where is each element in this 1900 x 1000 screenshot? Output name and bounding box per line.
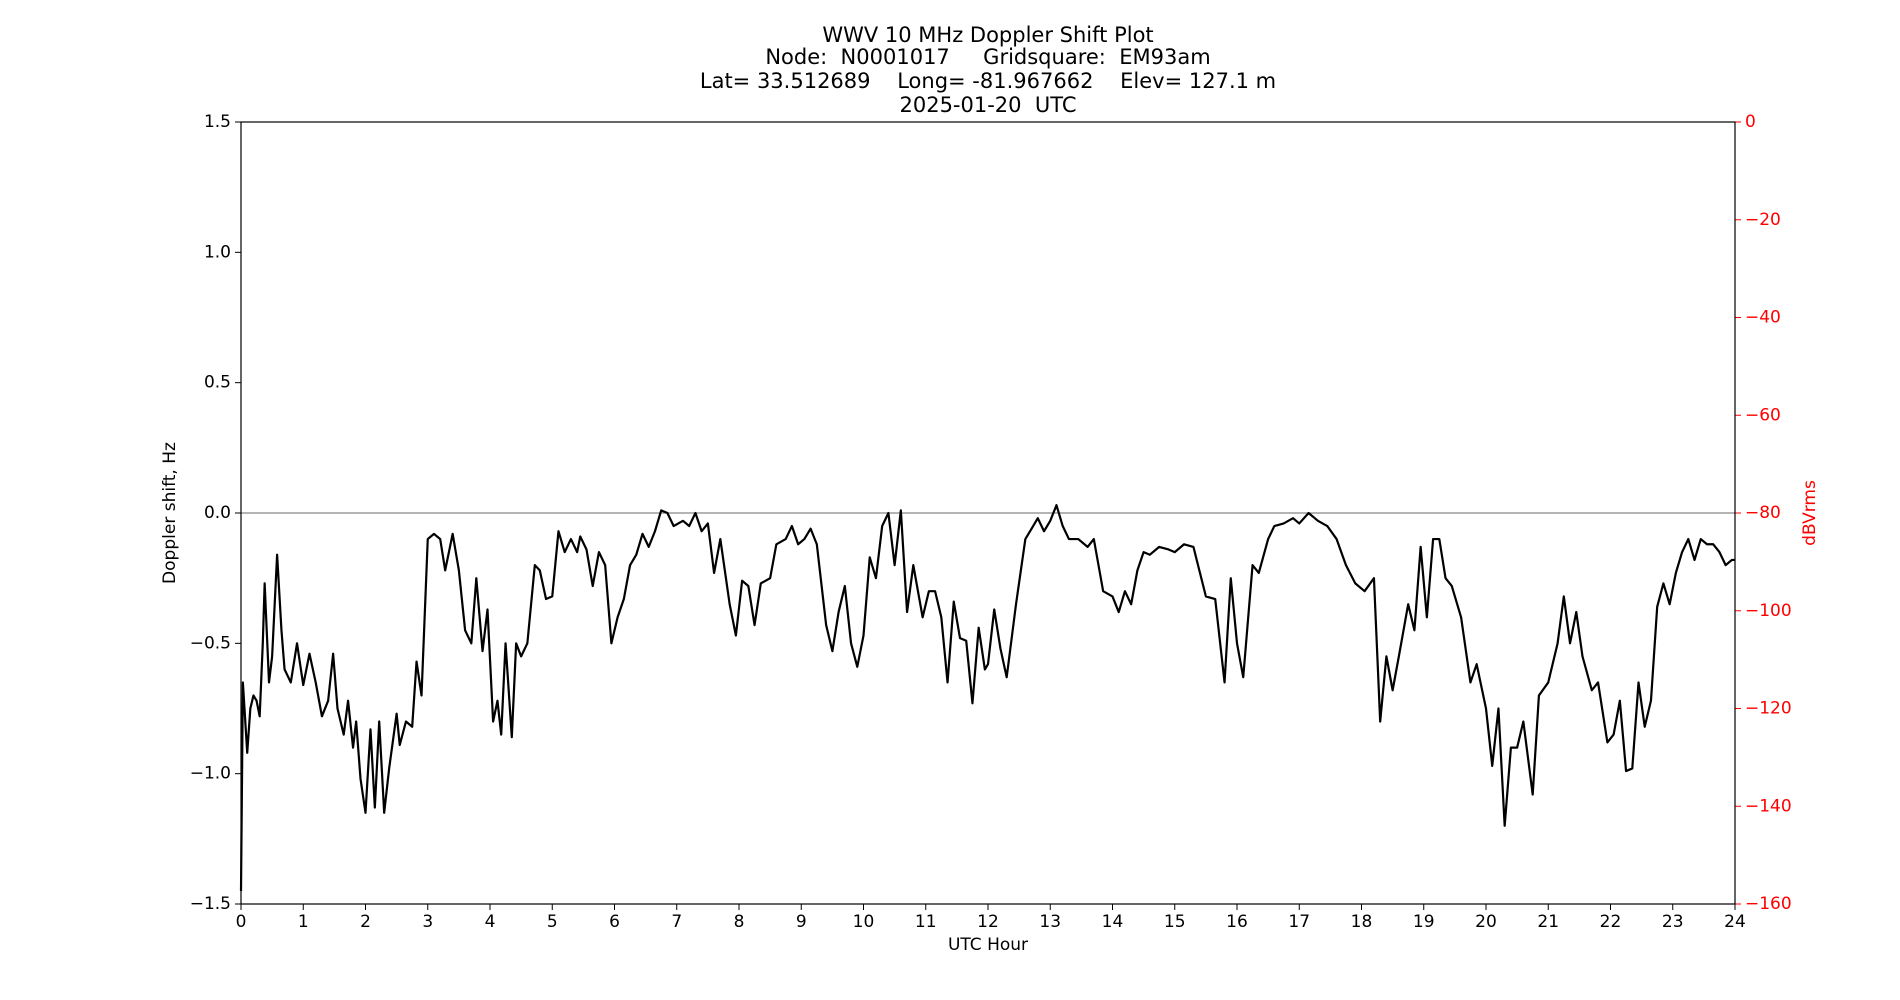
x-tick-label: 21: [1537, 912, 1559, 932]
y2-tick-label: −40: [1745, 308, 1781, 328]
x-tick-label: 13: [1039, 912, 1061, 932]
chart-title: WWV 10 MHz Doppler Shift Plot: [822, 23, 1153, 47]
y-tick-label: −1.0: [190, 764, 231, 784]
x-tick-label: 18: [1351, 912, 1373, 932]
x-tick-label: 4: [485, 912, 496, 932]
y2-tick-label: −60: [1745, 405, 1781, 425]
x-tick-label: 5: [547, 912, 558, 932]
x-tick-label: 10: [853, 912, 875, 932]
plot-frame: [240, 121, 1736, 905]
y-axis-label: Doppler shift, Hz: [160, 442, 180, 584]
y2-tick-label: −20: [1745, 210, 1781, 230]
y2-tick-label: −120: [1745, 699, 1792, 719]
subtitle: 2025-01-20 UTC: [899, 93, 1076, 117]
y2-tick-label: 0: [1745, 112, 1756, 132]
y2-tick-label: −140: [1745, 796, 1792, 816]
y2-axis-label: dBVrms: [1800, 480, 1820, 546]
x-tick-label: 14: [1102, 912, 1124, 932]
x-tick-label: 22: [1600, 912, 1622, 932]
x-tick-label: 3: [422, 912, 433, 932]
x-tick-label: 16: [1226, 912, 1248, 932]
x-tick-label: 23: [1662, 912, 1684, 932]
y2-tick-label: −100: [1745, 601, 1792, 621]
subtitle: Node: N0001017 Gridsquare: EM93am: [765, 45, 1210, 69]
x-tick-label: 6: [609, 912, 620, 932]
x-tick-label: 0: [236, 912, 247, 932]
y2-tick-label: −80: [1745, 503, 1781, 523]
y-tick-label: 0.0: [204, 503, 231, 523]
x-tick-label: 7: [671, 912, 682, 932]
x-tick-label: 24: [1724, 912, 1746, 932]
y-tick-label: −1.5: [190, 894, 231, 914]
x-tick-label: 11: [915, 912, 937, 932]
x-axis-label: UTC Hour: [948, 935, 1028, 955]
x-tick-label: 2: [360, 912, 371, 932]
y-tick-label: 1.0: [204, 242, 231, 262]
subtitle: Lat= 33.512689 Long= -81.967662 Elev= 12…: [700, 69, 1276, 93]
y-tick-label: −0.5: [190, 633, 231, 653]
x-tick-label: 20: [1475, 912, 1497, 932]
x-tick-label: 8: [734, 912, 745, 932]
x-tick-label: 15: [1164, 912, 1186, 932]
y-tick-label: 1.5: [204, 112, 231, 132]
x-tick-label: 12: [977, 912, 999, 932]
x-tick-label: 17: [1288, 912, 1310, 932]
x-tick-label: 19: [1413, 912, 1435, 932]
data-line: [239, 504, 1735, 891]
x-tick-label: 9: [796, 912, 807, 932]
y-tick-label: 0.5: [204, 373, 231, 393]
y2-tick-label: −160: [1745, 894, 1792, 914]
x-tick-label: 1: [298, 912, 309, 932]
